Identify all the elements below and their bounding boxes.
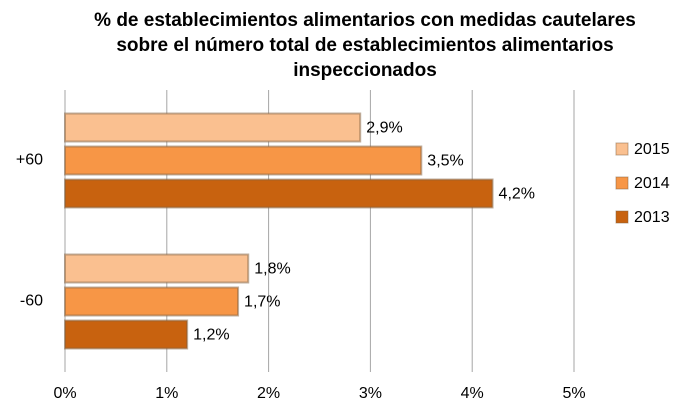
y-tick-label: +60 [16, 152, 43, 169]
legend-swatch [615, 176, 629, 190]
x-tick-label: 5% [562, 385, 585, 402]
legend-swatch [615, 210, 629, 224]
value-label: 1,7% [244, 294, 280, 311]
bar [64, 145, 423, 176]
y-tick-label: -60 [20, 293, 43, 310]
legend-label: 2015 [634, 141, 670, 158]
legend-label: 2013 [634, 209, 670, 226]
x-tick-label: 4% [461, 385, 484, 402]
bar [64, 112, 362, 143]
bar [64, 253, 250, 284]
legend-label: 2014 [634, 175, 670, 192]
value-label: 1,8% [254, 261, 290, 278]
chart-title: % de establecimientos alimentarios con m… [94, 10, 636, 81]
value-label: 4,2% [499, 186, 535, 203]
x-tick-label: 3% [359, 385, 382, 402]
value-label: 2,9% [366, 120, 402, 137]
x-tick-label: 2% [257, 385, 280, 402]
x-tick-label: 0% [53, 385, 76, 402]
legend-swatch [615, 142, 629, 156]
value-label: 3,5% [427, 153, 463, 170]
bar [64, 286, 240, 317]
value-label: 1,2% [193, 327, 229, 344]
x-tick-label: 1% [155, 385, 178, 402]
bar [64, 178, 494, 209]
bar [64, 319, 189, 350]
